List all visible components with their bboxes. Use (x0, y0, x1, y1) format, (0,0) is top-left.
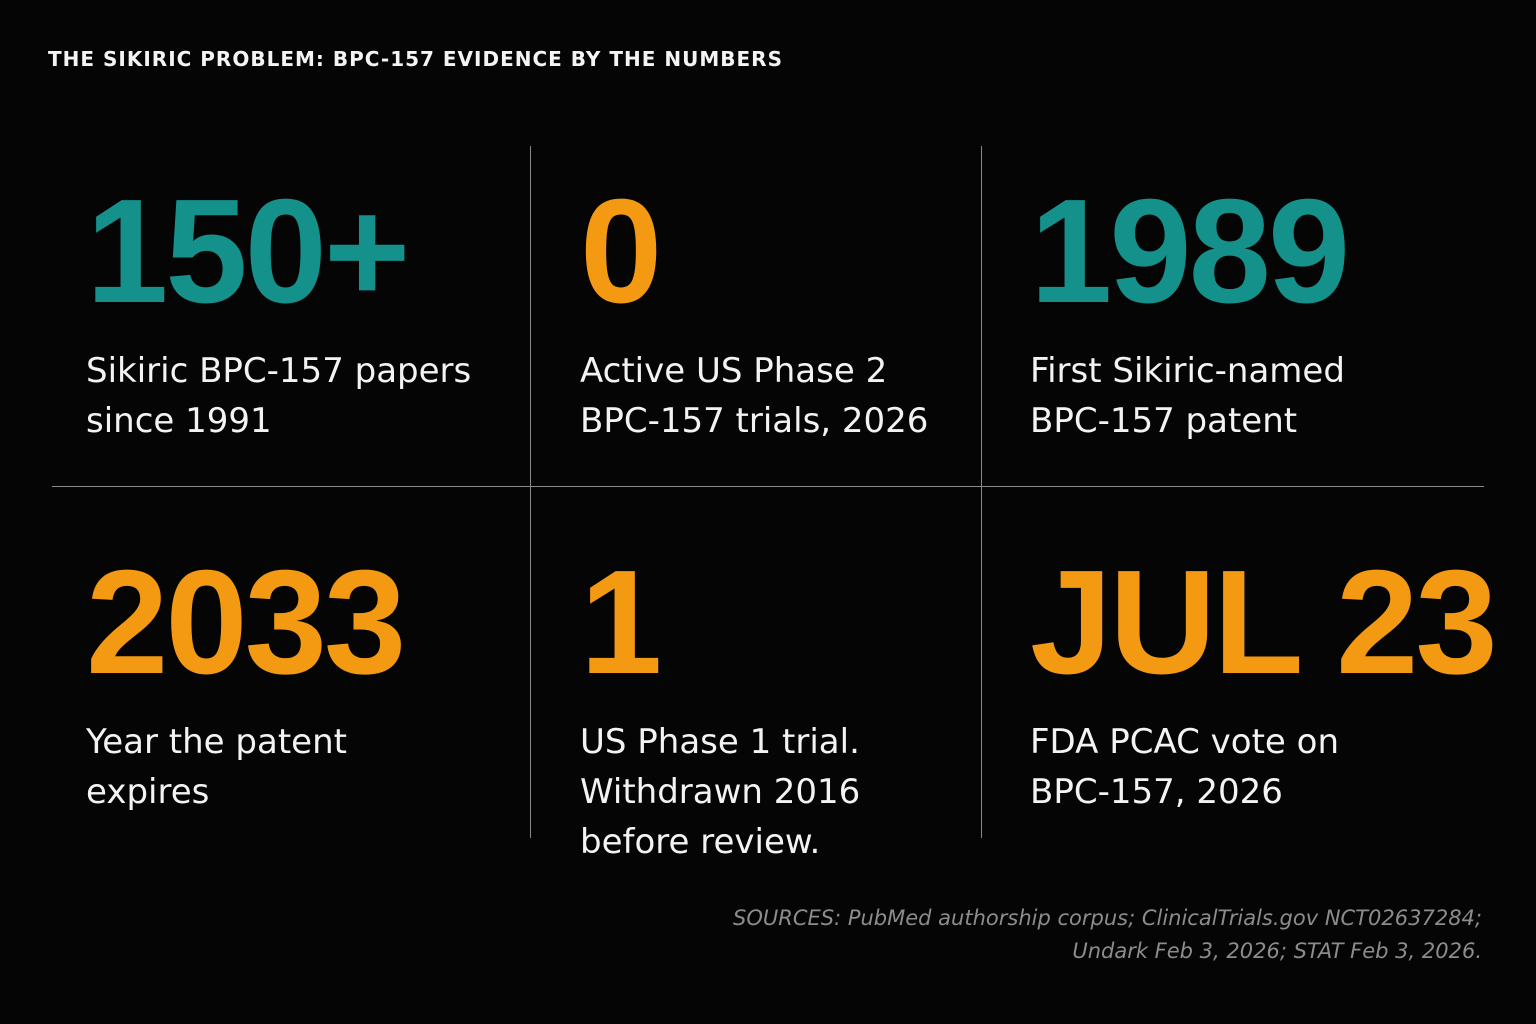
stat-caption: First Sikiric-named BPC-157 patent (1030, 351, 1345, 441)
stat-caption: Year the patent expires (86, 722, 347, 812)
stats-grid: 150+ Sikiric BPC-157 papers since 1991 0… (52, 146, 1498, 862)
stat-caption: US Phase 1 trial. Withdrawn 2016 before … (580, 722, 861, 862)
stat-caption: FDA PCAC vote on BPC-157, 2026 (1030, 722, 1339, 812)
stat-card-fda-vote: JUL 23 FDA PCAC vote on BPC-157, 2026 (1030, 540, 1498, 817)
stat-number: 1 (580, 540, 662, 705)
sources-line: Undark Feb 3, 2026; STAT Feb 3, 2026. (1072, 939, 1482, 963)
sources-line: SOURCES: PubMed authorship corpus; Clini… (733, 906, 1482, 930)
row-divider (52, 486, 1484, 487)
stat-card-patent-expiry: 2033 Year the patent expires (86, 540, 406, 817)
stat-number: 150+ (86, 169, 410, 334)
stat-card-papers: 150+ Sikiric BPC-157 papers since 1991 (86, 178, 471, 446)
page-title: THE SIKIRIC PROBLEM: BPC-157 EVIDENCE BY… (48, 47, 783, 71)
column-divider (530, 146, 531, 838)
stat-number: 1989 (1030, 169, 1350, 334)
stat-caption: Sikiric BPC-157 papers since 1991 (86, 351, 472, 441)
stat-caption: Active US Phase 2 BPC-157 trials, 2026 (580, 351, 929, 441)
stat-card-phase2-trials: 0 Active US Phase 2 BPC-157 trials, 2026 (580, 178, 928, 446)
stat-number: 2033 (86, 540, 406, 705)
stat-number: JUL 23 (1030, 540, 1498, 705)
stat-number: 0 (580, 169, 662, 334)
stat-card-first-patent: 1989 First Sikiric-named BPC-157 patent (1030, 169, 1350, 446)
column-divider (981, 146, 982, 838)
stat-card-phase1-trial: 1 US Phase 1 trial. Withdrawn 2016 befor… (580, 549, 860, 867)
sources-note: SOURCES: PubMed authorship corpus; Clini… (733, 902, 1482, 968)
